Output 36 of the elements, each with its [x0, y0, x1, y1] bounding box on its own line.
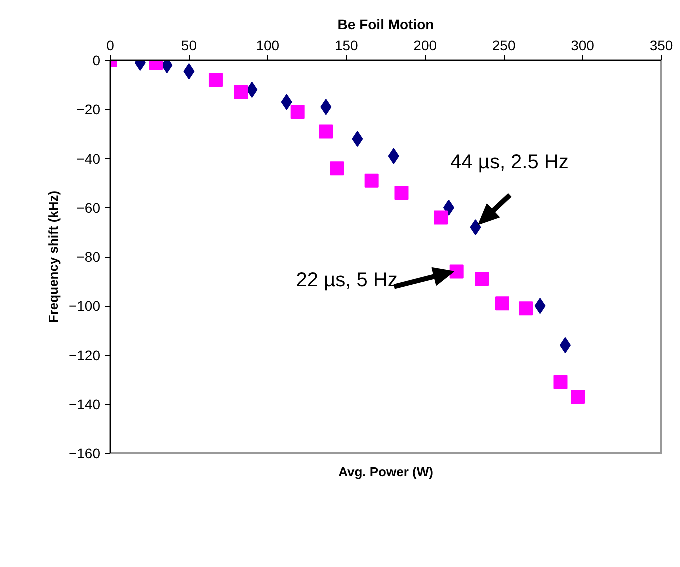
point [450, 264, 464, 279]
x-tick-label: 150 [334, 38, 359, 54]
point [394, 186, 409, 200]
point [319, 124, 334, 139]
point [571, 390, 586, 404]
point [434, 210, 448, 225]
point [208, 73, 223, 88]
point [290, 105, 305, 120]
x-tick-label: 250 [492, 38, 516, 54]
y-tick-label: −40 [76, 150, 101, 167]
point [330, 162, 344, 176]
y-tick-label: −140 [68, 396, 101, 412]
y-tick-label: −20 [76, 102, 101, 118]
x-tick-label: 300 [571, 38, 595, 54]
y-tick-label: −100 [68, 298, 101, 314]
y-tick-label: −160 [68, 446, 101, 462]
point [364, 174, 379, 188]
y-axis-title: Frequency shift (kHz) [46, 190, 61, 324]
chart-title: Be Foil Motion [338, 16, 434, 32]
annotation: 22 µs, 5 Hz [296, 270, 398, 292]
x-tick-label: 350 [650, 38, 674, 54]
x-tick-label: 0 [106, 38, 115, 54]
point [495, 296, 510, 311]
x-tick-label: 100 [256, 38, 280, 54]
y-tick-label: 0 [92, 52, 101, 68]
annotation: 44 µs, 2.5 Hz [450, 152, 569, 174]
x-tick-label: 50 [181, 38, 198, 54]
y-tick-label: −80 [76, 249, 101, 265]
x-axis-title: Avg. Power (W) [338, 464, 434, 480]
y-tick-label: −60 [76, 200, 101, 216]
x-tick-label: 200 [414, 38, 438, 54]
point [475, 272, 490, 286]
point [554, 375, 568, 390]
y-tick-label: −120 [68, 347, 101, 364]
point [519, 302, 534, 316]
point [234, 85, 248, 100]
